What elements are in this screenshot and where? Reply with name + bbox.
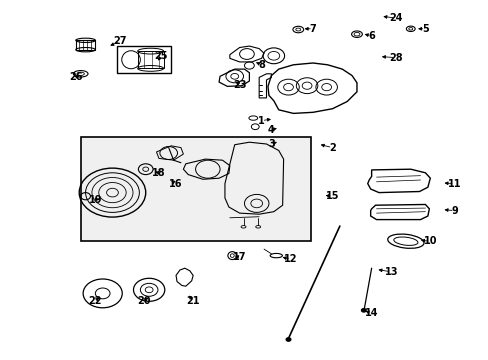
Text: 26: 26 <box>69 72 82 82</box>
Text: 9: 9 <box>450 206 457 216</box>
Text: 18: 18 <box>152 168 165 178</box>
Text: 1: 1 <box>258 116 264 126</box>
Text: 27: 27 <box>113 36 126 46</box>
Text: 14: 14 <box>364 308 378 318</box>
Bar <box>81 137 310 241</box>
Text: 4: 4 <box>267 125 274 135</box>
Circle shape <box>285 338 290 341</box>
Text: 11: 11 <box>447 179 461 189</box>
Text: 6: 6 <box>367 31 374 41</box>
Text: 15: 15 <box>325 191 339 201</box>
Text: 7: 7 <box>309 24 316 34</box>
Text: 19: 19 <box>88 195 102 205</box>
Text: 25: 25 <box>154 51 168 61</box>
Text: 16: 16 <box>169 179 183 189</box>
Text: 8: 8 <box>258 60 264 70</box>
Text: 23: 23 <box>232 80 246 90</box>
Bar <box>117 46 171 73</box>
Text: 21: 21 <box>186 296 200 306</box>
Text: 10: 10 <box>423 236 436 246</box>
Text: 5: 5 <box>421 24 428 34</box>
Text: 2: 2 <box>328 143 335 153</box>
Text: 20: 20 <box>137 296 151 306</box>
Text: 17: 17 <box>232 252 246 262</box>
Text: 22: 22 <box>88 296 102 306</box>
Text: 3: 3 <box>267 139 274 149</box>
Text: 12: 12 <box>284 254 297 264</box>
Circle shape <box>361 309 366 312</box>
Text: 13: 13 <box>384 267 397 277</box>
Text: 28: 28 <box>388 53 402 63</box>
Text: 24: 24 <box>388 13 402 23</box>
